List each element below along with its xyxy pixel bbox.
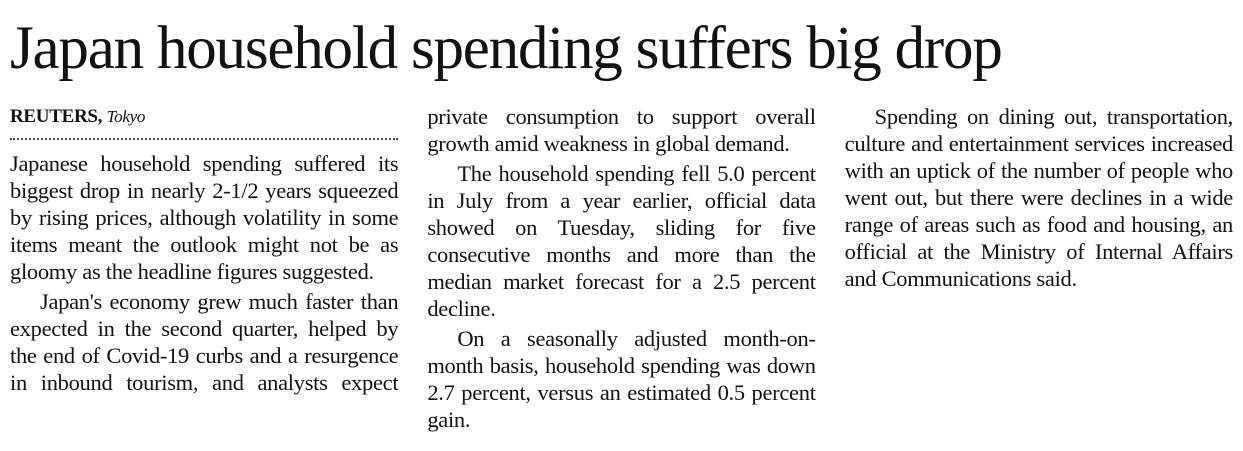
location: Tokyo	[106, 107, 146, 126]
paragraph: Japan's economy grew much faster than ex…	[10, 104, 816, 395]
headline: Japan household spending suffers big dro…	[10, 15, 1003, 82]
paragraph: The household spending fell 5.0 percent …	[427, 161, 816, 321]
agency: REUTERS,	[10, 106, 103, 127]
paragraph: On a seasonally adjusted month-on-month …	[427, 326, 816, 432]
byline: REUTERS, Tokyo	[10, 103, 399, 140]
article-body: REUTERS, Tokyo Japanese household spendi…	[10, 103, 1233, 443]
paragraph: Japanese household spending suffered its…	[10, 151, 399, 284]
paragraph: Spending on dining out, transportation, …	[844, 104, 1234, 291]
